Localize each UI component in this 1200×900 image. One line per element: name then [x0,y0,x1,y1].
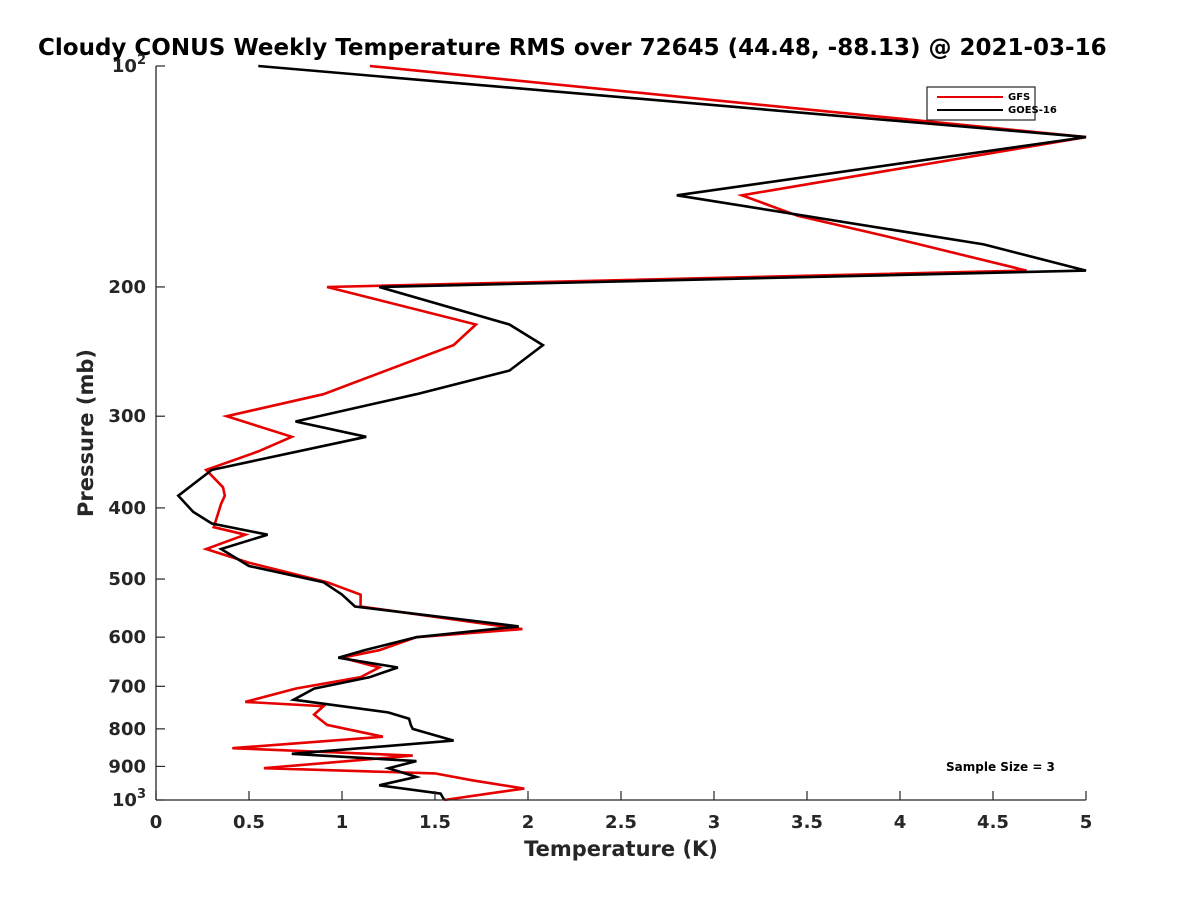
x-tick-label: 1.5 [419,812,451,833]
x-tick-label: 2 [522,812,535,833]
x-tick-label: 4.5 [977,812,1009,833]
chart-title: Cloudy CONUS Weekly Temperature RMS over… [38,35,1107,61]
y-tick-label: 300 [108,406,146,427]
x-tick-label: 3.5 [791,812,823,833]
x-tick-label: 2.5 [605,812,637,833]
y-tick-label: 200 [108,277,146,298]
x-tick-label: 3 [708,812,721,833]
legend-box [926,86,1036,121]
x-tick-label: 0.5 [233,812,265,833]
series-line-goes16 [176,64,1087,801]
x-tick-label: 4 [894,812,907,833]
legend: GFS GOES-16 [926,86,1057,121]
y-tick-label: 900 [108,756,146,777]
x-axis-label: Temperature (K) [524,837,718,861]
y-ticks: 102 200 300 400 500 600 700 800 900 103 [108,53,165,811]
y-tick-label: 500 [108,569,146,590]
y-tick-label: 800 [108,719,146,740]
legend-label-goes16: GOES-16 [1008,105,1057,116]
legend-label-gfs: GFS [1008,92,1030,103]
plot-lines [176,64,1087,802]
x-ticks: 0 0.5 1 1.5 2 2.5 3 3.5 4 4.5 5 [150,791,1093,833]
y-axis-label: Pressure (mb) [74,349,98,517]
y-tick-label: 600 [108,627,146,648]
x-tick-label: 5 [1080,812,1093,833]
y-tick-label: 103 [112,787,146,811]
y-tick-label: 400 [108,498,146,519]
x-tick-label: 0 [150,812,163,833]
series-line-gfs [202,64,1087,802]
sample-size-annotation: Sample Size = 3 [946,760,1055,774]
y-tick-label: 102 [112,53,146,77]
y-tick-label: 700 [108,676,146,697]
x-tick-label: 1 [336,812,349,833]
